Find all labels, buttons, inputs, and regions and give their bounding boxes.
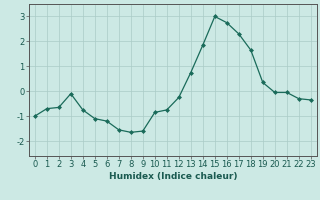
X-axis label: Humidex (Indice chaleur): Humidex (Indice chaleur) xyxy=(108,172,237,181)
